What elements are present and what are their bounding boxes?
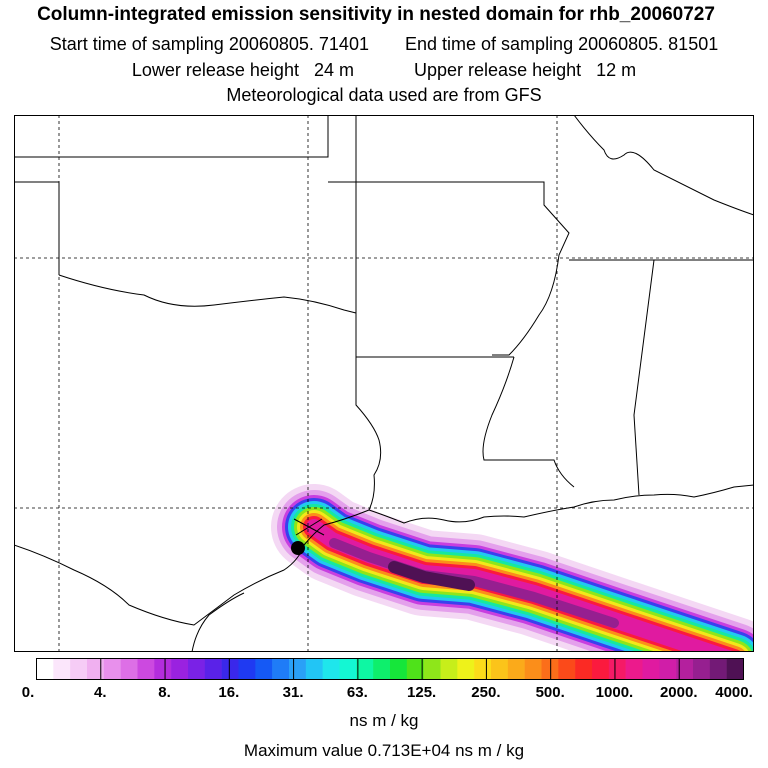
upper-release-label: Upper release height 12 m [414,60,637,80]
colorbar-cell [491,658,509,680]
colorbar-tick-label: 31. [282,684,304,701]
met-data-label: Meteorological data used are from GFS [226,85,542,105]
sampling-times: Start time of sampling 20060805. 71401 E… [0,34,768,55]
colorbar-cell [423,658,441,680]
colorbar-cell [693,658,711,680]
receptor-marker [291,518,325,555]
colorbar-cell [238,658,256,680]
colorbar [36,658,744,680]
colorbar-cell [457,658,475,680]
colorbar-tick-label: 125. [407,684,437,701]
colorbar-cell [625,658,643,680]
colorbar-cell [524,658,542,680]
colorbar-cell [642,658,660,680]
colorbar-cell [373,658,391,680]
colorbar-cell [188,658,206,680]
colorbar-cell [592,658,610,680]
colorbar-cell [406,658,424,680]
colorbar-cell [474,658,492,680]
colorbar-cell [171,658,189,680]
start-time-label: Start time of sampling 20060805. 71401 [49,34,369,54]
colorbar-cell [390,658,408,680]
colorbar-tick-label: 4. [94,684,107,701]
colorbar-cell [608,658,626,680]
max-value-label: Maximum value 0.713E+04 ns m / kg [243,741,525,760]
colorbar-cell [221,658,239,680]
release-heights: Lower release height 24 m Upper release … [0,60,768,81]
colorbar-cell [659,658,677,680]
colorbar-tick-label: 250. [471,684,501,701]
colorbar-tick-label: 0. [21,684,35,701]
colorbar-cell [440,658,458,680]
colorbar-cell [541,658,559,680]
colorbar-tick-label: 1000. [595,684,634,701]
colorbar-tick-label: 500. [535,684,565,701]
colorbar-tick-label: 8. [158,684,171,701]
colorbar-cell [154,658,172,680]
colorbar-cell [36,658,54,680]
emission-plume [271,484,754,652]
colorbar-tick-label: 16. [218,684,240,701]
colorbar-cell [322,658,340,680]
colorbar-cell [709,658,727,680]
colorbar-cell [558,658,576,680]
colorbar-cell [507,658,525,680]
lower-release-label: Lower release height 24 m [131,60,354,80]
colorbar-cell [120,658,138,680]
colorbar-cell [53,658,71,680]
end-time-label: End time of sampling 20060805. 81501 [405,34,719,54]
colorbar-cell [204,658,222,680]
colorbar-cell [339,658,357,680]
colorbar-cell [137,658,155,680]
colorbar-tick-label: 4000. [715,684,753,701]
colorbar-cell [255,658,273,680]
colorbar-cell [305,658,323,680]
sensitivity-map [14,115,754,652]
unit-label: ns m / kg [349,711,419,730]
colorbar-tick-label: 2000. [659,684,698,701]
colorbar-cell [726,658,744,680]
colorbar-tick-label: 63. [346,684,368,701]
colorbar-cell [272,658,290,680]
colorbar-cell [575,658,593,680]
colorbar-cell [676,658,694,680]
colorbar-cell [103,658,121,680]
colorbar-cell [289,658,307,680]
colorbar-cell [356,658,374,680]
colorbar-cell [70,658,88,680]
colorbar-cell [87,658,105,680]
plot-title: Column-integrated emission sensitivity i… [37,4,715,25]
